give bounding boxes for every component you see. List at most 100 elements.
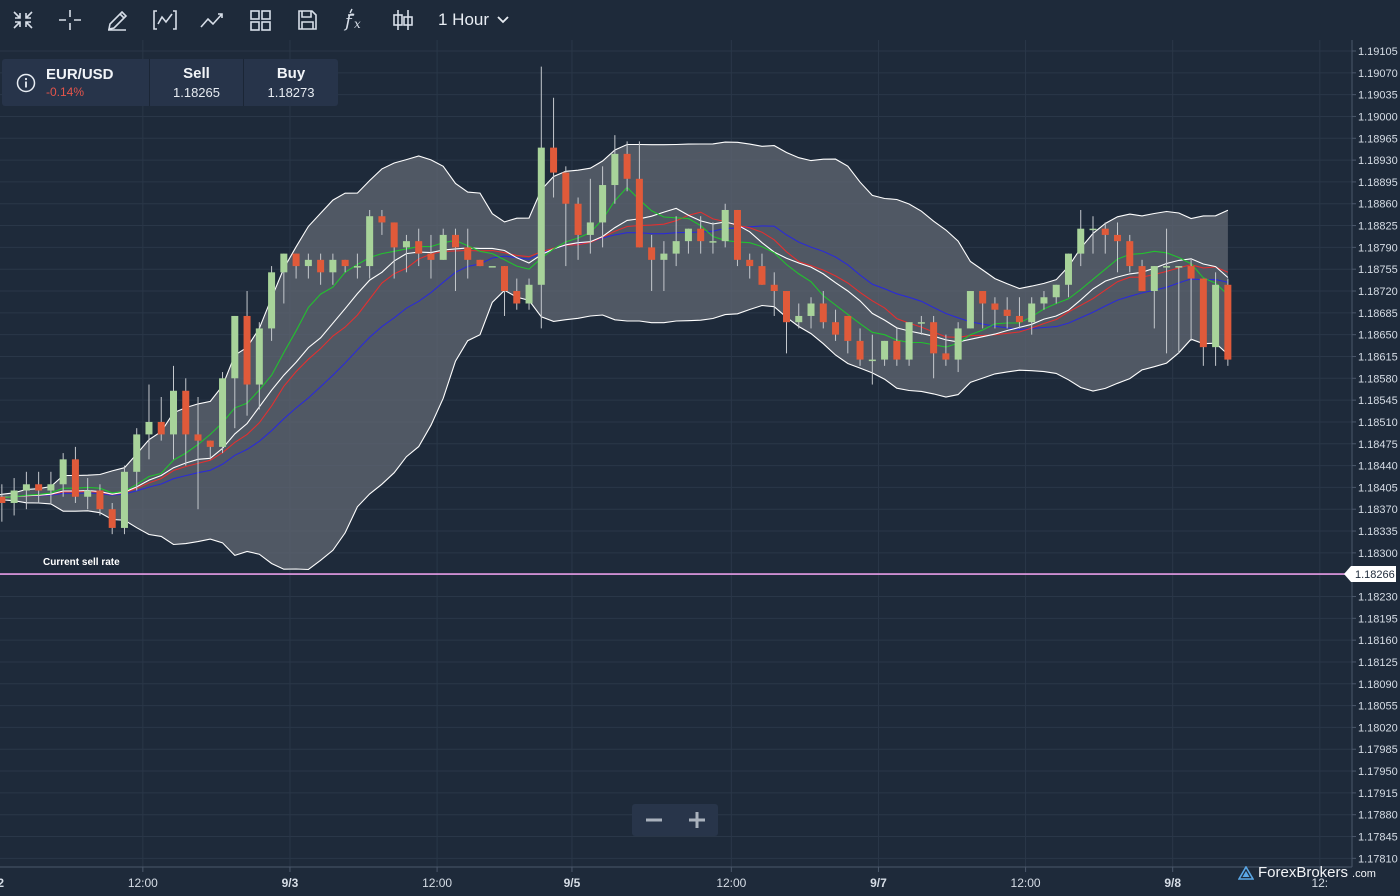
- function-button[interactable]: f x: [340, 6, 370, 34]
- candle-body: [390, 222, 398, 248]
- candle: [243, 291, 251, 416]
- candle: [783, 291, 790, 354]
- price-tick-label: 1.18440: [1358, 461, 1398, 473]
- candle: [96, 484, 104, 516]
- candle-body: [501, 266, 509, 292]
- time-axis[interactable]: 9/2 12:00 9/3 12:00 9/5 12:00 9/7 12:00 9/8 12:: [0, 867, 1328, 890]
- candle-body: [182, 390, 190, 435]
- time-tick-label: 9/8: [1164, 876, 1181, 890]
- candle-body: [537, 147, 545, 285]
- candle-body: [513, 291, 521, 304]
- candle-body: [586, 222, 594, 235]
- price-tick-label: 1.18300: [1358, 548, 1398, 560]
- candle-body: [1150, 266, 1158, 292]
- candle-body: [1028, 303, 1036, 323]
- zoom-in-button[interactable]: [675, 804, 718, 836]
- candle: [1150, 266, 1158, 329]
- candle-body: [832, 322, 840, 335]
- candle: [562, 166, 570, 267]
- candle-body: [733, 209, 741, 260]
- candle-body: [807, 303, 815, 316]
- save-button[interactable]: [292, 6, 322, 34]
- candle: [991, 297, 999, 329]
- layout-button[interactable]: [245, 6, 275, 34]
- candle-body: [648, 247, 656, 260]
- candle: [22, 471, 30, 510]
- info-icon[interactable]: [16, 73, 36, 93]
- price-tick-label: 1.18510: [1358, 417, 1398, 429]
- candle: [1224, 278, 1232, 366]
- candle-body: [574, 203, 582, 235]
- price-tick-label: 1.18055: [1358, 701, 1398, 713]
- function-icon: f x: [343, 8, 361, 32]
- symbol-change: -0.14%: [46, 85, 85, 99]
- candle: [1212, 272, 1220, 366]
- candle-body: [1126, 241, 1134, 267]
- candle-body: [881, 340, 889, 360]
- price-tick-label: 1.18965: [1358, 133, 1398, 145]
- price-tick-label: 1.17915: [1358, 788, 1398, 800]
- price-tick-label: 1.19000: [1358, 111, 1398, 123]
- price-tick-label: 1.18615: [1358, 351, 1398, 363]
- bollinger-upper-line: [0, 141, 1229, 496]
- candle-body: [1101, 228, 1109, 235]
- candle: [574, 197, 582, 260]
- time-tick-label: 9/3: [282, 876, 299, 890]
- candle: [1003, 297, 1011, 329]
- trend-icon: [200, 13, 223, 28]
- candle: [635, 141, 643, 248]
- candle-body: [476, 259, 484, 267]
- candle-body: [145, 421, 153, 435]
- candle-body: [660, 253, 668, 260]
- candle: [648, 234, 656, 292]
- price-tick-label: 1.18720: [1358, 286, 1398, 298]
- price-tick-label: 1.17985: [1358, 744, 1398, 756]
- candle: [733, 209, 741, 267]
- collapse-button[interactable]: [8, 6, 38, 34]
- candle: [513, 278, 521, 310]
- candle-body: [59, 459, 67, 485]
- candle-body: [1003, 309, 1011, 316]
- candle: [525, 278, 533, 310]
- price-tick-label: 1.18125: [1358, 657, 1398, 669]
- current-sell-rate-label: Current sell rate: [43, 557, 120, 568]
- candle-body: [120, 471, 128, 528]
- quote-panel: EUR/USD -0.14% Sell 1.18265 Buy 1.18273: [2, 59, 338, 106]
- time-tick-label: 12:00: [1011, 876, 1041, 890]
- candle-body: [243, 315, 251, 385]
- time-tick-label: 12:: [1311, 876, 1328, 890]
- price-tick-label: 1.18825: [1358, 221, 1398, 233]
- candlestick-type-icon: [393, 10, 413, 30]
- zoom-out-button[interactable]: [632, 804, 675, 836]
- candle: [157, 397, 165, 441]
- sell-button[interactable]: Sell 1.18265: [150, 59, 244, 106]
- candle: [501, 266, 509, 316]
- candle: [35, 471, 43, 503]
- candle: [672, 216, 680, 267]
- indicators-button[interactable]: [150, 6, 180, 34]
- buy-button[interactable]: Buy 1.18273: [244, 59, 338, 106]
- candle-body: [0, 496, 6, 503]
- crosshair-button[interactable]: [55, 6, 85, 34]
- current-price-tag: 1.18266: [1344, 566, 1396, 583]
- candle-body: [1138, 266, 1146, 292]
- price-tick-label: 1.18405: [1358, 482, 1398, 494]
- time-tick-label: 12:00: [422, 876, 452, 890]
- symbol-cell[interactable]: EUR/USD -0.14%: [2, 59, 150, 106]
- time-tick-label: 12:00: [716, 876, 746, 890]
- candle: [206, 440, 214, 460]
- timeframe-dropdown[interactable]: 1 Hour: [432, 6, 515, 34]
- candle: [795, 303, 803, 329]
- candle: [868, 334, 876, 385]
- candle-body: [1064, 253, 1072, 285]
- watermark-text: ForexBrokers: [1258, 864, 1349, 881]
- draw-button[interactable]: [102, 6, 132, 34]
- chart-type-button[interactable]: [388, 6, 418, 34]
- candle: [586, 178, 594, 254]
- candle-body: [684, 228, 692, 242]
- trend-button[interactable]: [197, 6, 227, 34]
- candle: [304, 253, 312, 279]
- price-axis[interactable]: 1.19105 1.19070 1.19035 1.19000 1.18965 1.189…: [1352, 46, 1398, 865]
- price-tick-label: 1.18930: [1358, 155, 1398, 167]
